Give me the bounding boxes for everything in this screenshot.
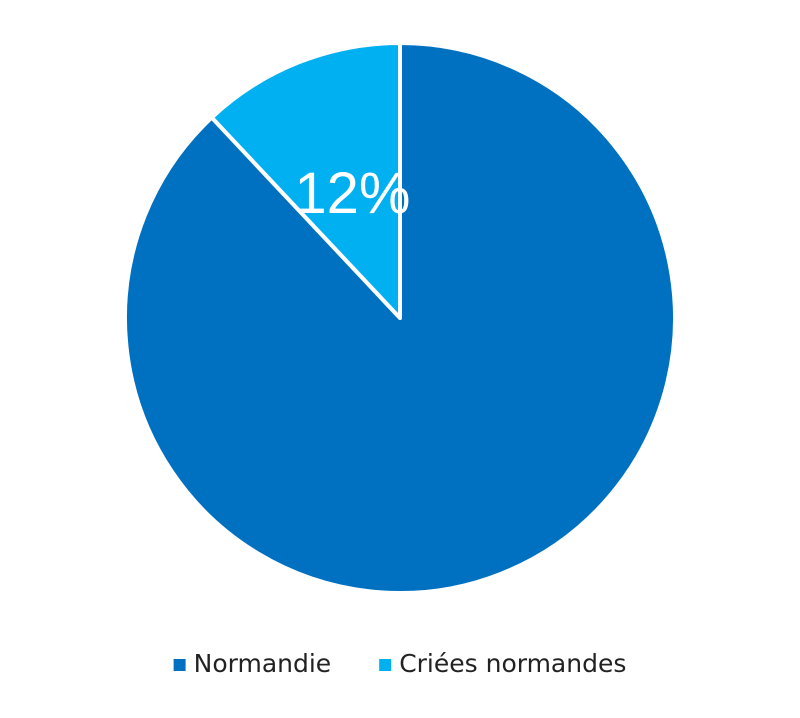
- legend-swatch: [173, 659, 186, 671]
- pie-slice: [209, 41, 402, 320]
- slice-label: 12%: [294, 161, 410, 226]
- legend-swatch: [379, 659, 392, 671]
- legend-label: Criées normandes: [399, 649, 626, 678]
- legend-label: Normandie: [194, 649, 332, 678]
